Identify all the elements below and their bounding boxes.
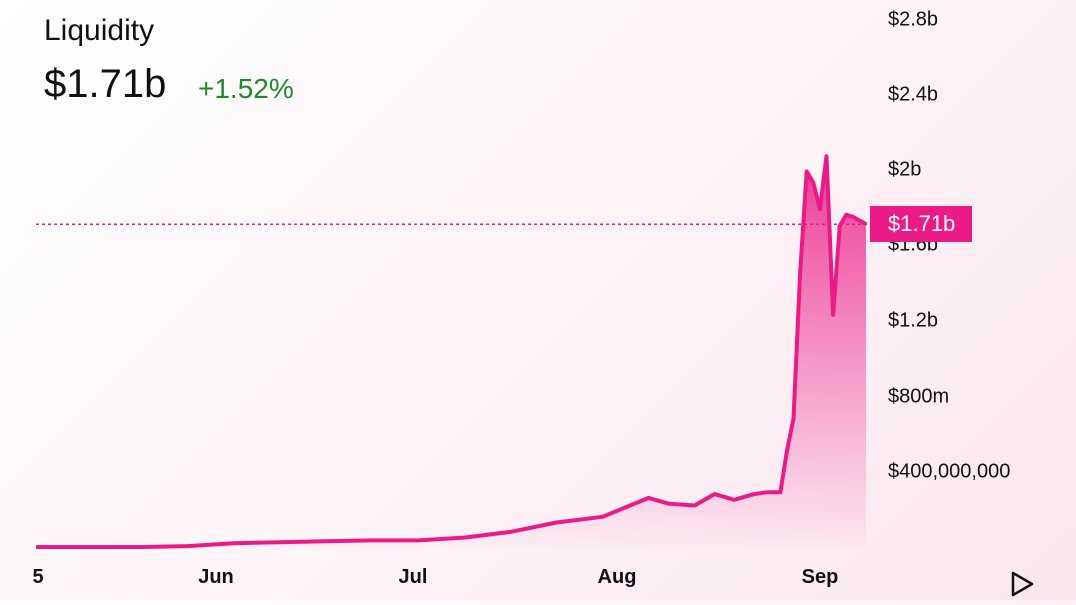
x-tick-label: Aug (597, 566, 637, 588)
x-tick-label: Jul (398, 566, 428, 588)
liquidity-line (36, 154, 867, 549)
y-tick-label: $2b (888, 158, 922, 181)
y-tick-label: $2.4b (888, 83, 939, 106)
x-tick-label: 5 (32, 566, 44, 588)
play-icon[interactable] (1008, 568, 1038, 600)
current-value-badge: $1.71b (870, 206, 972, 242)
liquidity-area (36, 156, 866, 548)
y-tick-label: $800m (888, 385, 950, 408)
chart-marks (36, 154, 870, 549)
y-tick-label: $400,000,000 (888, 460, 1011, 483)
y-tick-label: $1.2b (888, 309, 939, 332)
metric-title: Liquidity (44, 14, 155, 47)
y-tick-label: $2.8b (888, 8, 939, 31)
x-tick-label: Sep (801, 566, 839, 588)
metric-change: +1.52% (198, 73, 294, 104)
x-tick-label: Jun (198, 566, 234, 588)
metric-value: $1.71b (44, 62, 167, 106)
